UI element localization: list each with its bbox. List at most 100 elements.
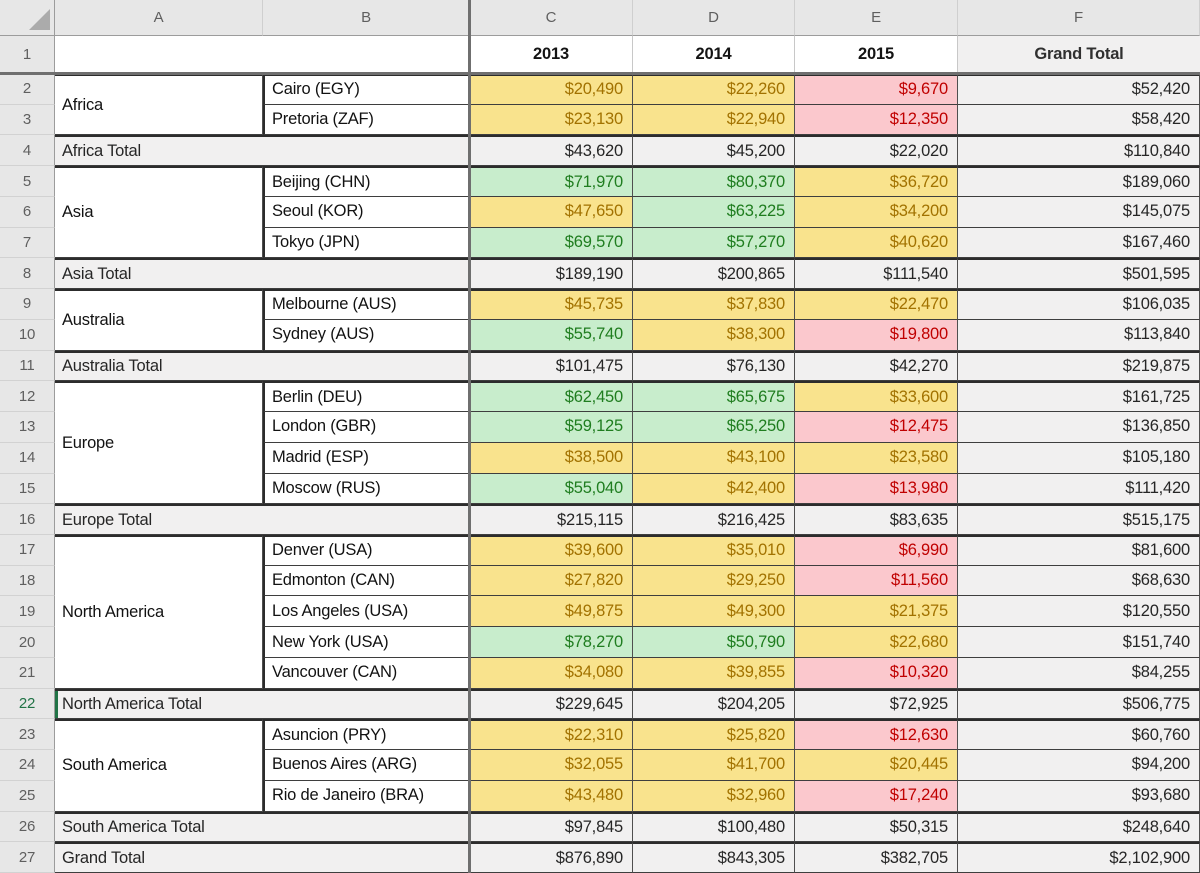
row-header-17[interactable]: 17: [0, 534, 55, 566]
cell-E25[interactable]: $17,240: [795, 780, 958, 812]
cell-B12-city[interactable]: Berlin (DEU): [263, 381, 470, 413]
row-header-14[interactable]: 14: [0, 442, 55, 474]
cell-B2-city[interactable]: Cairo (EGY): [263, 74, 470, 105]
cell-D26[interactable]: $100,480: [633, 811, 795, 843]
cell-D16[interactable]: $216,425: [633, 504, 795, 535]
cell-B5-city[interactable]: Beijing (CHN): [263, 166, 470, 197]
cell-E12[interactable]: $33,600: [795, 381, 958, 413]
cell-C12[interactable]: $62,450: [470, 381, 633, 413]
cell-C16[interactable]: $215,115: [470, 504, 633, 535]
cell-F19[interactable]: $120,550: [958, 596, 1200, 628]
cell-A26-total-label[interactable]: South America Total: [55, 811, 470, 843]
row-header-19[interactable]: 19: [0, 596, 55, 628]
cell-A23-region[interactable]: South America: [55, 719, 263, 812]
cell-C11[interactable]: $101,475: [470, 350, 633, 382]
cell-C14[interactable]: $38,500: [470, 442, 633, 474]
cell-F11[interactable]: $219,875: [958, 350, 1200, 382]
column-header-F[interactable]: F: [958, 0, 1200, 36]
cell-B10-city[interactable]: Sydney (AUS): [263, 319, 470, 351]
cell-F10[interactable]: $113,840: [958, 319, 1200, 351]
cell-D19[interactable]: $49,300: [633, 596, 795, 628]
cell-F24[interactable]: $94,200: [958, 750, 1200, 781]
cell-C7[interactable]: $69,570: [470, 227, 633, 259]
cell-E23[interactable]: $12,630: [795, 719, 958, 751]
cell-D12[interactable]: $65,675: [633, 381, 795, 413]
cell-F4[interactable]: $110,840: [958, 135, 1200, 167]
row-header-18[interactable]: 18: [0, 565, 55, 597]
cell-A27-total-label[interactable]: Grand Total: [55, 842, 470, 873]
cell-F5[interactable]: $189,060: [958, 166, 1200, 197]
cell-F3[interactable]: $58,420: [958, 104, 1200, 136]
cell-D14[interactable]: $43,100: [633, 442, 795, 474]
cell-D3[interactable]: $22,940: [633, 104, 795, 136]
cell-B15-city[interactable]: Moscow (RUS): [263, 473, 470, 505]
row-header-5[interactable]: 5: [0, 166, 55, 197]
cell-F27[interactable]: $2,102,900: [958, 842, 1200, 873]
cell-B17-city[interactable]: Denver (USA): [263, 534, 470, 566]
cell-F21[interactable]: $84,255: [958, 657, 1200, 689]
row-header-13[interactable]: 13: [0, 412, 55, 443]
cell-D17[interactable]: $35,010: [633, 534, 795, 566]
row-header-23[interactable]: 23: [0, 719, 55, 751]
cell-C23[interactable]: $22,310: [470, 719, 633, 751]
cell-D25[interactable]: $32,960: [633, 780, 795, 812]
cell-B25-city[interactable]: Rio de Janeiro (BRA): [263, 780, 470, 812]
cell-E18[interactable]: $11,560: [795, 565, 958, 597]
cell-F25[interactable]: $93,680: [958, 780, 1200, 812]
row-header-26[interactable]: 26: [0, 811, 55, 843]
cell-C21[interactable]: $34,080: [470, 657, 633, 689]
cell-F8[interactable]: $501,595: [958, 258, 1200, 290]
column-header-E[interactable]: E: [795, 0, 958, 36]
row-header-16[interactable]: 16: [0, 504, 55, 535]
cell-D22[interactable]: $204,205: [633, 688, 795, 720]
cell-D13[interactable]: $65,250: [633, 412, 795, 443]
cell-C9[interactable]: $45,735: [470, 289, 633, 320]
cell-E5[interactable]: $36,720: [795, 166, 958, 197]
cell-D27[interactable]: $843,305: [633, 842, 795, 873]
column-header-C[interactable]: C: [470, 0, 633, 36]
cell-F17[interactable]: $81,600: [958, 534, 1200, 566]
row-header-15[interactable]: 15: [0, 473, 55, 505]
row-header-27[interactable]: 27: [0, 842, 55, 873]
cell-C25[interactable]: $43,480: [470, 780, 633, 812]
cell-B9-city[interactable]: Melbourne (AUS): [263, 289, 470, 320]
row-header-24[interactable]: 24: [0, 750, 55, 781]
cell-C6[interactable]: $47,650: [470, 196, 633, 228]
row-header-6[interactable]: 6: [0, 196, 55, 228]
cell-D20[interactable]: $50,790: [633, 627, 795, 658]
cell-B3-city[interactable]: Pretoria (ZAF): [263, 104, 470, 136]
cell-B18-city[interactable]: Edmonton (CAN): [263, 565, 470, 597]
cell-E16[interactable]: $83,635: [795, 504, 958, 535]
row-header-3[interactable]: 3: [0, 104, 55, 136]
cell-E9[interactable]: $22,470: [795, 289, 958, 320]
cell-F14[interactable]: $105,180: [958, 442, 1200, 474]
cell-D24[interactable]: $41,700: [633, 750, 795, 781]
cell-E4[interactable]: $22,020: [795, 135, 958, 167]
cell-A1B1-blank[interactable]: [55, 36, 470, 74]
cell-E13[interactable]: $12,475: [795, 412, 958, 443]
cell-B13-city[interactable]: London (GBR): [263, 412, 470, 443]
row-header-21[interactable]: 21: [0, 657, 55, 689]
cell-C26[interactable]: $97,845: [470, 811, 633, 843]
row-header-2[interactable]: 2: [0, 74, 55, 105]
row-header-8[interactable]: 8: [0, 258, 55, 290]
cell-D2[interactable]: $22,260: [633, 74, 795, 105]
cell-B23-city[interactable]: Asuncion (PRY): [263, 719, 470, 751]
cell-F15[interactable]: $111,420: [958, 473, 1200, 505]
cell-D11[interactable]: $76,130: [633, 350, 795, 382]
cell-E20[interactable]: $22,680: [795, 627, 958, 658]
cell-E6[interactable]: $34,200: [795, 196, 958, 228]
row-header-7[interactable]: 7: [0, 227, 55, 259]
cell-F2[interactable]: $52,420: [958, 74, 1200, 105]
cell-C15[interactable]: $55,040: [470, 473, 633, 505]
cell-A2-region[interactable]: Africa: [55, 74, 263, 136]
cell-F7[interactable]: $167,460: [958, 227, 1200, 259]
cell-F22[interactable]: $506,775: [958, 688, 1200, 720]
cell-C2[interactable]: $20,490: [470, 74, 633, 105]
cell-E11[interactable]: $42,270: [795, 350, 958, 382]
cell-D15[interactable]: $42,400: [633, 473, 795, 505]
column-header-D[interactable]: D: [633, 0, 795, 36]
cell-B14-city[interactable]: Madrid (ESP): [263, 442, 470, 474]
cell-E17[interactable]: $6,990: [795, 534, 958, 566]
cell-A22-total-label[interactable]: North America Total: [55, 688, 470, 720]
